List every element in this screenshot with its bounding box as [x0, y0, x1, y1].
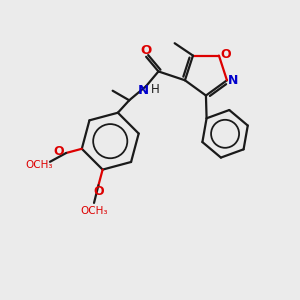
Text: N: N [228, 74, 239, 87]
Text: OCH₃: OCH₃ [25, 160, 52, 170]
Text: O: O [93, 185, 104, 198]
Text: O: O [220, 48, 231, 61]
Text: N: N [138, 84, 149, 97]
Text: H: H [151, 82, 160, 95]
Text: O: O [53, 145, 64, 158]
Text: OCH₃: OCH₃ [80, 206, 108, 216]
Text: O: O [140, 44, 152, 57]
